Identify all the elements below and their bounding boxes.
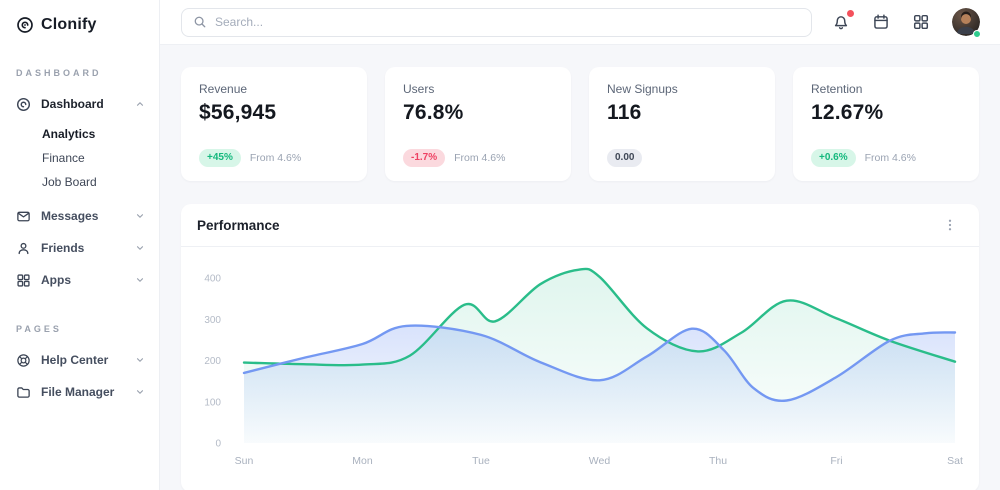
brand-logo[interactable]: Clonify: [0, 12, 159, 40]
stat-title: Revenue: [199, 82, 248, 96]
stat-title: Retention: [811, 82, 863, 96]
stat-value: 76.8%: [403, 101, 464, 124]
chevron-down-icon: [135, 275, 145, 285]
performance-chart: 0 100 200 300 400 Sun Mon Tue Wed Thu Fri Sat: [181, 247, 979, 490]
sidebar-subitem-finance[interactable]: Finance: [42, 151, 85, 165]
performance-panel: Performance 0 100 200 300 400 Sun Mon Tue Wed Thu…: [181, 204, 979, 490]
stat-footer: -1.7% From 4.6%: [403, 149, 553, 167]
folder-icon: [16, 385, 31, 400]
status-badge: +45%: [199, 149, 241, 167]
stat-value: 116: [607, 101, 642, 124]
search-icon: [193, 15, 207, 29]
chevron-up-icon: [135, 99, 145, 109]
performance-panel-header: Performance: [181, 204, 979, 247]
svg-text:Fri: Fri: [830, 455, 842, 467]
svg-text:400: 400: [204, 274, 221, 285]
chevron-down-icon: [135, 387, 145, 397]
sidebar-item-apps[interactable]: Apps: [0, 264, 159, 296]
svg-text:100: 100: [204, 397, 221, 408]
sidebar-item-messages[interactable]: Messages: [0, 200, 159, 232]
stat-note: From 4.6%: [864, 152, 916, 164]
performance-title: Performance: [197, 217, 280, 233]
stat-title: Users: [403, 82, 435, 96]
stat-cards-row: Revenue $56,945 +45% From 4.6% Users 76.…: [181, 67, 979, 181]
sidebar-item-label: Apps: [41, 273, 71, 287]
grid-icon: [16, 273, 31, 288]
stat-card-users: Users 76.8% -1.7% From 4.6%: [385, 67, 571, 181]
search-input[interactable]: [215, 15, 800, 29]
sidebar-item-dashboard[interactable]: Dashboard: [0, 88, 159, 120]
svg-text:Thu: Thu: [709, 455, 727, 467]
user-icon: [16, 241, 31, 256]
chevron-down-icon: [135, 243, 145, 253]
avatar[interactable]: [952, 8, 981, 38]
sidebar-subitem-job-board[interactable]: Job Board: [42, 175, 97, 189]
calendar-icon[interactable]: [872, 13, 890, 31]
topbar: [160, 0, 1000, 45]
brand-name: Clonify: [41, 16, 97, 33]
bell-icon[interactable]: [832, 10, 854, 31]
sidebar-item-label: Dashboard: [41, 97, 104, 111]
status-badge: +0.6%: [811, 149, 856, 167]
sidebar-item-label: Help Center: [41, 353, 109, 367]
clonify-logo-icon: [16, 16, 34, 34]
stat-footer: +0.6% From 4.6%: [811, 149, 961, 167]
svg-text:Wed: Wed: [589, 455, 611, 467]
content: Revenue $56,945 +45% From 4.6% Users 76.…: [160, 45, 1000, 490]
stat-card-revenue: Revenue $56,945 +45% From 4.6%: [181, 67, 367, 181]
lifebuoy-icon: [16, 353, 31, 368]
chevron-down-icon: [135, 355, 145, 365]
stat-title: New Signups: [607, 82, 678, 96]
sidebar-section-dashboard: DASHBOARD: [16, 68, 102, 78]
sidebar-item-label: Messages: [41, 209, 99, 223]
stat-value: 12.67%: [811, 101, 884, 124]
sidebar-subitem-analytics[interactable]: Analytics: [42, 127, 96, 141]
svg-text:Sat: Sat: [947, 455, 963, 467]
apps-grid-icon[interactable]: [912, 13, 930, 31]
topbar-icons: [832, 8, 981, 38]
online-status-dot: [973, 30, 981, 38]
sidebar-item-label: File Manager: [41, 385, 115, 399]
main-area: Revenue $56,945 +45% From 4.6% Users 76.…: [160, 0, 1000, 490]
stat-footer: 0.00: [607, 149, 757, 167]
mail-icon: [16, 209, 31, 224]
svg-text:300: 300: [204, 315, 221, 326]
sidebar: Clonify DASHBOARD Dashboard Analytics Fi…: [0, 0, 160, 490]
notification-dot: [847, 10, 854, 17]
stat-footer: +45% From 4.6%: [199, 149, 349, 167]
sidebar-item-help-center[interactable]: Help Center: [0, 344, 159, 376]
stat-note: From 4.6%: [249, 152, 302, 164]
svg-text:200: 200: [204, 356, 221, 367]
svg-text:0: 0: [215, 439, 221, 450]
stat-value: $56,945: [199, 101, 277, 124]
search-box: [181, 7, 812, 37]
stat-card-retention: Retention 12.67% +0.6% From 4.6%: [793, 67, 979, 181]
dashboard-icon: [16, 97, 31, 112]
kebab-menu-icon[interactable]: [941, 216, 959, 234]
sidebar-item-label: Friends: [41, 241, 85, 255]
stat-note: From 4.6%: [454, 152, 506, 164]
sidebar-item-friends[interactable]: Friends: [0, 232, 159, 264]
sidebar-item-file-manager[interactable]: File Manager: [0, 376, 159, 408]
sidebar-section-pages: PAGES: [16, 324, 62, 334]
dashboard-sub-list: Analytics Finance Job Board: [0, 122, 159, 194]
svg-text:Sun: Sun: [235, 455, 254, 467]
status-badge: 0.00: [607, 149, 643, 167]
svg-text:Tue: Tue: [472, 455, 490, 467]
stat-card-new-signups: New Signups 116 0.00: [589, 67, 775, 181]
chevron-down-icon: [135, 211, 145, 221]
status-badge: -1.7%: [403, 149, 446, 167]
svg-text:Mon: Mon: [352, 455, 373, 467]
